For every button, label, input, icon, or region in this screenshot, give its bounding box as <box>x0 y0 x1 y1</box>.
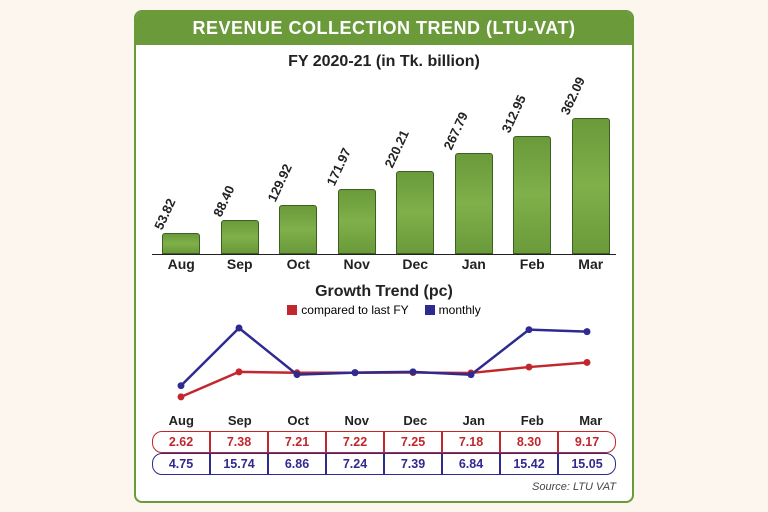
table-cell: 9.17 <box>558 431 616 453</box>
table-cell: 6.86 <box>268 453 326 475</box>
bar: 312.95Feb <box>513 136 551 253</box>
bar: 220.21Dec <box>396 171 434 254</box>
table-cell: 6.84 <box>442 453 500 475</box>
bar: 88.40Sep <box>221 220 259 253</box>
table-cell: 8.30 <box>500 431 558 453</box>
main-title: REVENUE COLLECTION TREND (LTU-VAT) <box>136 12 632 45</box>
bar-subtitle: FY 2020-21 (in Tk. billion) <box>136 45 632 75</box>
table-cell: 7.22 <box>326 431 384 453</box>
table-cell: 4.75 <box>152 453 210 475</box>
legend-item: compared to last FY <box>287 303 408 317</box>
table-cell: 7.38 <box>210 431 268 453</box>
legend-item: monthly <box>425 303 481 317</box>
table-cell: 7.24 <box>326 453 384 475</box>
table-cell: 7.21 <box>268 431 326 453</box>
legend: compared to last FY monthly <box>136 303 632 321</box>
bar: 53.82Aug <box>162 233 200 253</box>
bar: 129.92Oct <box>279 205 317 254</box>
line-title: Growth Trend (pc) <box>136 261 632 303</box>
table-cell: 7.25 <box>384 431 442 453</box>
table-cell: 2.62 <box>152 431 210 453</box>
table-cell: 7.18 <box>442 431 500 453</box>
table-cell: 7.39 <box>384 453 442 475</box>
bar-chart: 53.82Aug 88.40Sep 129.92Oct 171.97Nov 220.21… <box>152 75 616 255</box>
source-text: Source: LTU VAT <box>136 479 632 501</box>
table-cell: 15.05 <box>558 453 616 475</box>
line-chart: AugSepOctNovDecJanFebMar <box>152 321 616 411</box>
table-cell: 15.74 <box>210 453 268 475</box>
data-table: 2.627.387.217.227.257.188.309.17 4.7515.… <box>152 431 616 475</box>
bar: 267.79Jan <box>455 153 493 253</box>
infographic-card: REVENUE COLLECTION TREND (LTU-VAT) FY 20… <box>134 10 634 503</box>
table-cell: 15.42 <box>500 453 558 475</box>
bar: 171.97Nov <box>338 189 376 253</box>
bar: 362.09Mar <box>572 118 610 254</box>
